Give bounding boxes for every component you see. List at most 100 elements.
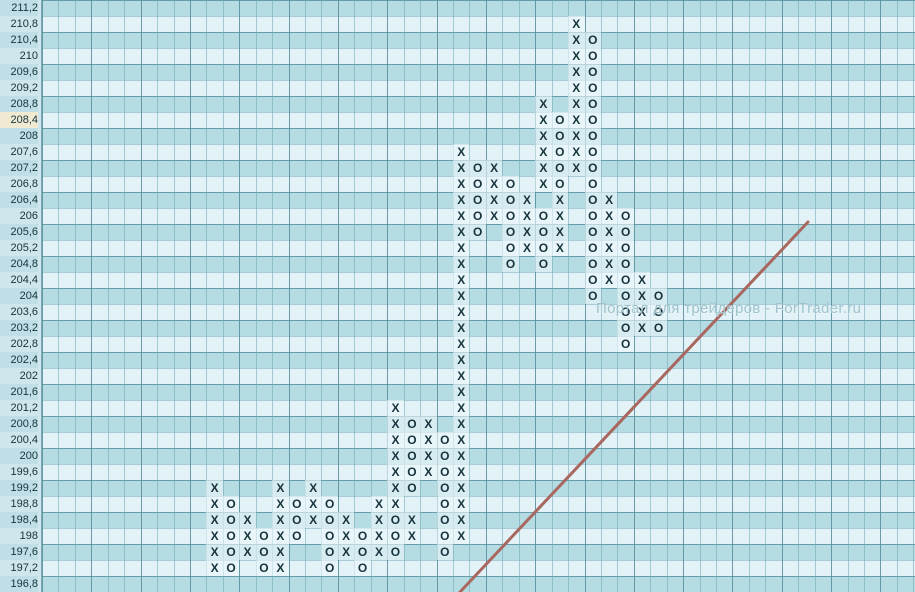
gridline-horizontal [42, 416, 915, 417]
grid-row-band [42, 528, 915, 545]
gridline-vertical [798, 0, 799, 592]
gridline-horizontal [42, 80, 915, 81]
mark-o: O [617, 208, 634, 225]
mark-x: X [337, 544, 355, 561]
gridline-horizontal [42, 400, 915, 401]
grid-row-band [42, 464, 915, 481]
mark-o: O [584, 256, 601, 273]
mark-x: X [272, 544, 289, 561]
mark-x: X [485, 208, 503, 225]
y-axis-tick-label: 198 [19, 530, 38, 542]
mark-x: X [568, 48, 585, 65]
mark-x: X [272, 480, 289, 497]
mark-x: X [568, 112, 585, 129]
y-axis-tick-label: 201,2 [10, 402, 38, 414]
mark-o: O [288, 528, 306, 545]
mark-o: O [222, 528, 240, 545]
grid-row-band [42, 64, 915, 81]
gridline-vertical [206, 0, 207, 592]
grid-row-band [42, 544, 915, 561]
grid-row-band [42, 480, 915, 497]
y-axis-tick-label: 205,2 [10, 242, 38, 254]
y-axis-tick-label: 204,8 [0, 256, 38, 273]
mark-x: X [420, 464, 437, 481]
y-axis-tick-label: 200,8 [0, 416, 38, 433]
gridline-horizontal [42, 432, 915, 433]
y-axis: 211,2 210,8 210,4 210 209,6 209,2 208,8 208,4 20… [0, 0, 42, 592]
mark-o: O [617, 224, 634, 241]
mark-o: O [551, 128, 569, 145]
mark-x: X [420, 448, 437, 465]
gridline-horizontal [42, 576, 915, 577]
mark-x: X [370, 544, 388, 561]
mark-o: O [584, 208, 601, 225]
mark-o: O [354, 544, 371, 561]
mark-x: X [206, 528, 223, 545]
grid-row-band [42, 16, 915, 33]
mark-x: X [600, 240, 618, 257]
y-axis-tick-label: 200,4 [10, 434, 38, 446]
mark-o: O [584, 128, 601, 145]
mark-x: X [206, 480, 223, 497]
mark-o: O [354, 560, 371, 577]
mark-x: X [453, 480, 470, 497]
mark-x: X [453, 192, 470, 209]
mark-x: X [568, 96, 585, 113]
grid-row-band [42, 560, 915, 577]
y-axis-tick-label: 202,4 [0, 352, 38, 369]
mark-x: X [370, 528, 388, 545]
mark-x: X [485, 160, 503, 177]
mark-x: X [453, 416, 470, 433]
mark-x: X [453, 384, 470, 401]
mark-o: O [436, 544, 453, 561]
mark-x: X [387, 496, 404, 513]
mark-o: O [255, 560, 273, 577]
gridline-vertical [897, 0, 898, 592]
mark-o: O [403, 416, 421, 433]
gridline-vertical [190, 0, 191, 592]
mark-x: X [420, 432, 437, 449]
gridline-vertical [272, 0, 273, 592]
grid-row-band [42, 144, 915, 161]
mark-x: X [551, 240, 569, 257]
mark-o: O [255, 544, 273, 561]
y-axis-tick-label: 210,4 [0, 32, 38, 49]
y-axis-tick-label: 210 [19, 50, 38, 62]
mark-x: X [453, 272, 470, 289]
gridline-horizontal [42, 560, 915, 561]
mark-o: O [436, 464, 453, 481]
gridline-vertical [354, 0, 355, 592]
mark-x: X [370, 512, 388, 529]
mark-x: X [305, 496, 322, 513]
gridline-horizontal [42, 496, 915, 497]
mark-o: O [535, 240, 552, 257]
mark-o: O [502, 240, 519, 257]
mark-o: O [551, 160, 569, 177]
y-axis-tick-label: 204 [0, 288, 38, 305]
mark-x: X [518, 192, 536, 209]
gridline-vertical [223, 0, 224, 592]
gridline-horizontal [42, 16, 915, 17]
y-axis-tick-label: 204,4 [10, 274, 38, 286]
mark-o: O [502, 256, 519, 273]
grid-row-band [42, 112, 915, 129]
mark-o: O [321, 512, 338, 529]
mark-x: X [305, 480, 322, 497]
mark-x: X [387, 416, 404, 433]
gridline-vertical [486, 0, 487, 592]
mark-x: X [403, 512, 421, 529]
y-axis-divider [41, 0, 42, 592]
watermark-text: Портал для трейдеров - ForTrader.ru [596, 300, 862, 317]
gridline-vertical [552, 0, 553, 592]
grid-row-band [42, 240, 915, 257]
gridline-vertical [519, 0, 520, 592]
gridline-vertical [880, 0, 881, 592]
gridline-vertical [239, 0, 240, 592]
mark-o: O [617, 272, 634, 289]
mark-o: O [222, 560, 240, 577]
gridline-vertical [864, 0, 865, 592]
mark-x: X [453, 528, 470, 545]
mark-x: X [518, 224, 536, 241]
